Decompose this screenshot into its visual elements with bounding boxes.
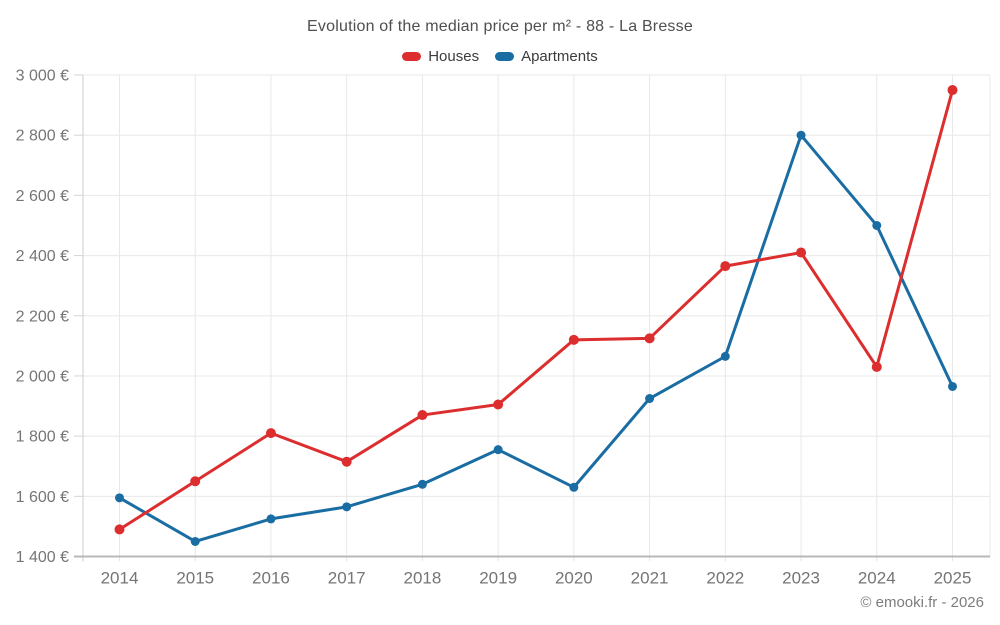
- y-axis-label: 1 600 €: [16, 489, 69, 506]
- houses-line: [118, 88, 954, 531]
- x-axis-label: 2015: [176, 569, 214, 588]
- houses-legend-label: Houses: [428, 47, 480, 65]
- houses-legend-swatch: [402, 51, 422, 61]
- y-axis-label: 1 400 €: [16, 549, 69, 566]
- y-axis-label: 2 400 €: [16, 248, 69, 265]
- apartments-point-2017[interactable]: [342, 502, 352, 512]
- apartments-point-2021[interactable]: [645, 394, 655, 404]
- x-axis-label: 2016: [252, 569, 290, 588]
- apartments-point-2018[interactable]: [417, 479, 427, 489]
- x-axis-label: 2024: [858, 569, 896, 588]
- apartments-point-2024[interactable]: [872, 220, 882, 230]
- houses-point-2016[interactable]: [265, 428, 276, 439]
- apartments-point-2015[interactable]: [190, 536, 200, 546]
- x-axis-label: 2019: [479, 569, 517, 588]
- houses-point-2018[interactable]: [417, 410, 428, 421]
- houses-point-2020[interactable]: [568, 334, 579, 345]
- x-axis-label: 2020: [555, 569, 593, 588]
- y-axis-label: 2 800 €: [16, 128, 69, 145]
- chart-title: Evolution of the median price per m² - 8…: [307, 18, 693, 35]
- houses-point-2023[interactable]: [796, 247, 807, 258]
- x-axis-label: 2018: [403, 569, 441, 588]
- y-axis-label: 2 600 €: [16, 188, 69, 205]
- legend-item-apartments[interactable]: Apartments: [495, 48, 598, 65]
- apartments-point-2022[interactable]: [720, 351, 730, 361]
- copyright: © emooki.fr - 2026: [860, 594, 984, 611]
- houses-point-2025[interactable]: [947, 85, 958, 96]
- x-axis-label: 2023: [782, 569, 820, 588]
- x-axis-label: 2022: [706, 569, 744, 588]
- x-axis-label: 2025: [934, 569, 972, 588]
- houses-point-2024[interactable]: [871, 361, 882, 372]
- x-axis-label: 2014: [101, 569, 139, 588]
- apartments-point-2025[interactable]: [948, 381, 957, 391]
- houses-point-2014[interactable]: [114, 524, 125, 535]
- apartments-point-2014[interactable]: [115, 493, 124, 503]
- houses-point-2017[interactable]: [341, 456, 352, 467]
- apartments-point-2019[interactable]: [493, 445, 503, 455]
- apartments-legend-swatch: [495, 51, 515, 61]
- houses-point-2015[interactable]: [190, 476, 201, 487]
- y-axis-label: 2 200 €: [16, 308, 69, 325]
- apartments-point-2023[interactable]: [796, 130, 806, 140]
- apartments-legend-label: Apartments: [521, 47, 598, 65]
- x-axis-label: 2021: [631, 569, 669, 588]
- apartments-line: [118, 133, 954, 543]
- houses-point-2022[interactable]: [720, 261, 731, 272]
- legend-item-houses[interactable]: Houses: [402, 48, 479, 65]
- houses-point-2021[interactable]: [644, 333, 655, 344]
- y-axis-label: 3 000 €: [16, 68, 69, 85]
- y-axis-label: 2 000 €: [16, 368, 69, 385]
- apartments-point-2016[interactable]: [266, 514, 276, 524]
- y-axis-label: 1 800 €: [16, 429, 69, 446]
- legend: Houses Apartments: [0, 46, 1000, 66]
- x-axis-label: 2017: [328, 569, 366, 588]
- apartments-point-2020[interactable]: [569, 482, 579, 492]
- houses-point-2019[interactable]: [493, 399, 504, 410]
